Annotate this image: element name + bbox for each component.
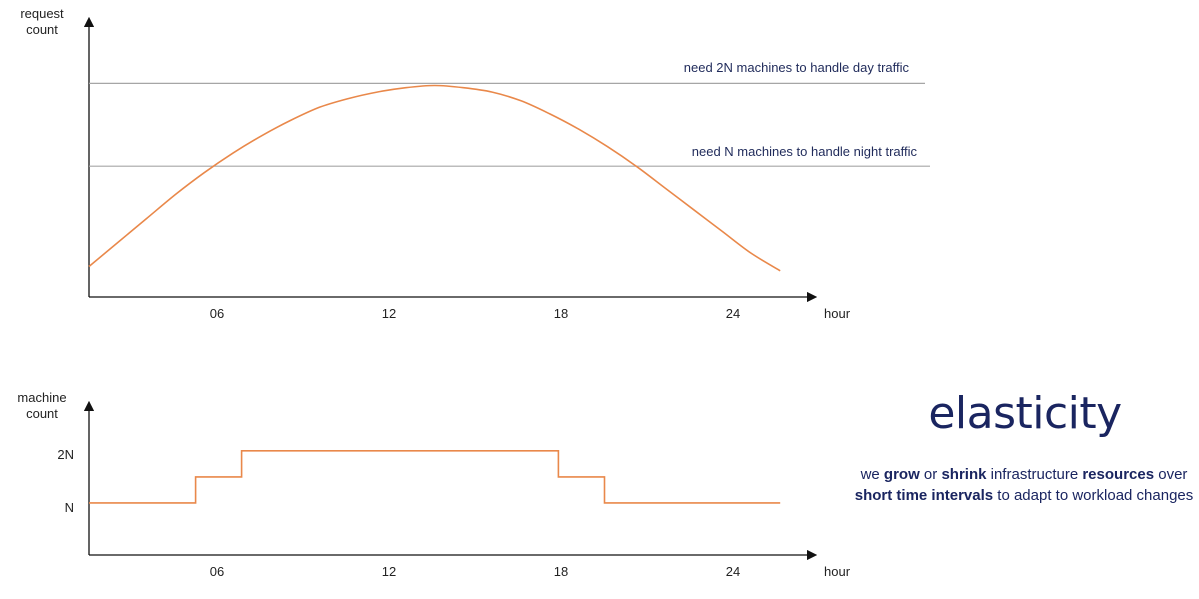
description-text: or	[919, 466, 942, 483]
reference-line-label-night: need N machines to handle night traffic	[691, 144, 917, 159]
machine-count-chart	[83, 400, 818, 561]
x-tick-label: 24	[725, 306, 741, 321]
x-axis-label-hour: hour	[824, 306, 851, 321]
description-text: to adapt to workload changes	[993, 487, 1194, 504]
description-emphasis: resources	[1082, 466, 1155, 483]
x-tick-label: 24	[725, 564, 741, 579]
request-count-curve	[88, 84, 781, 272]
y-tick-label-n: N	[64, 500, 74, 515]
reference-line-label-day: need 2N machines to handle day traffic	[683, 60, 909, 75]
y-tick-label-2n: 2N	[57, 447, 74, 462]
x-tick-label: 12	[381, 306, 397, 321]
description-emphasis: grow	[883, 466, 920, 483]
machine-count-step-line	[89, 450, 781, 504]
description-text: infrastructure	[986, 466, 1083, 483]
elasticity-title: elasticity	[928, 388, 1122, 439]
description-emphasis: shrink	[941, 466, 987, 483]
description-text: we	[860, 466, 884, 483]
request-count-chart	[83, 16, 930, 303]
elasticity-description: we grow or shrink infrastructure resourc…	[848, 464, 1199, 506]
x-tick-label: 18	[553, 564, 569, 579]
x-axis-label-hour: hour	[824, 564, 851, 579]
x-tick-label: 18	[553, 306, 569, 321]
x-tick-label: 06	[209, 564, 225, 579]
x-tick-label: 06	[209, 306, 225, 321]
machine-count-axis-label: machine count	[17, 390, 67, 421]
request-count-axis-label: request count	[20, 6, 64, 37]
description-emphasis: short time intervals	[854, 487, 994, 504]
x-tick-label: 12	[381, 564, 397, 579]
description-text: over	[1154, 466, 1188, 483]
